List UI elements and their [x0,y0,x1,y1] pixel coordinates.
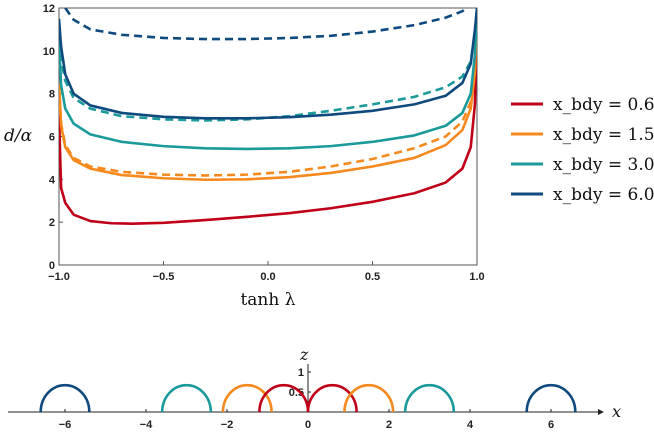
bottom-x-tick-label: −4 [140,419,153,431]
semicircle-5 [306,383,358,413]
x-axis-arrow-icon [598,409,604,415]
series-line-6 [59,8,477,120]
y-tick-label: 12 [43,3,55,15]
bottom-x-tick-label: 0 [305,419,311,431]
semicircle-3 [221,383,273,413]
bottom-x-label: x [612,402,621,421]
y-tick-label: 4 [49,174,56,186]
bottom-x-tick-label: 6 [548,419,554,431]
bottom-x-ticks: −6 −4 −2 0 2 4 6 [59,409,554,431]
bottom-z-label: z [299,345,309,364]
series-line-1 [59,8,477,225]
y-tick-label: 10 [43,46,55,58]
semicircle-1 [39,383,91,413]
series-line-5 [59,8,477,122]
y-tick-label: 8 [49,89,55,101]
top-plot: −1.0 −0.5 0.0 0.5 1.0 0 2 4 6 8 10 12 d/α tanh λ x… [4,3,654,310]
y-tick-label: 2 [49,217,55,229]
semicircles [39,383,577,413]
series-line-7 [64,8,468,41]
bottom-x-tick-label: 4 [467,419,474,431]
x-axis-label-text: tanh λ [240,290,295,310]
bottom-x-tick-label: 2 [386,419,392,431]
semicircle-6 [343,383,395,413]
semicircle-8 [525,383,577,413]
bottom-plot: x z −6 −4 −2 0 2 4 6 0.51 [8,345,621,431]
legend-entry-label: x_bdy = 0.6 [553,95,654,115]
x-axis-label: tanh λ [240,290,295,310]
y-axis-label-text: d/α [4,126,33,146]
series-line-3 [59,8,477,177]
y-tick-label: 0 [49,260,55,272]
legend: x_bdy = 0.6 x_bdy = 1.5 x_bdy = 3.0 x_bdy =… [511,95,654,205]
x-ticks: −1.0 −0.5 0.0 0.5 1.0 [48,261,485,283]
bottom-z-ticks: 0.51 [289,367,311,399]
semicircle-4 [258,383,310,413]
bottom-x-tick-label: −2 [221,419,234,431]
bottom-x-tick-label: −6 [59,419,72,431]
x-tick-label: 1.0 [469,271,484,283]
series-line-4 [59,8,477,151]
legend-entry-label: x_bdy = 1.5 [553,125,654,145]
y-tick-label: 6 [49,132,55,144]
bottom-z-tick-label: 0.5 [289,387,304,399]
x-tick-label: −1.0 [48,271,70,283]
bottom-z-tick-label: 1 [298,367,304,379]
legend-entry-label: x_bdy = 3.0 [553,155,654,175]
legend-entry-label: x_bdy = 6.0 [553,185,654,205]
semicircle-2 [160,383,213,413]
semicircle-7 [403,383,456,413]
x-tick-label: −0.5 [153,271,175,283]
x-tick-label: 0.5 [365,271,380,283]
y-axis-label: d/α [4,126,33,146]
x-tick-label: 0.0 [260,271,275,283]
series-line-2 [59,8,477,182]
series-group [59,8,477,225]
